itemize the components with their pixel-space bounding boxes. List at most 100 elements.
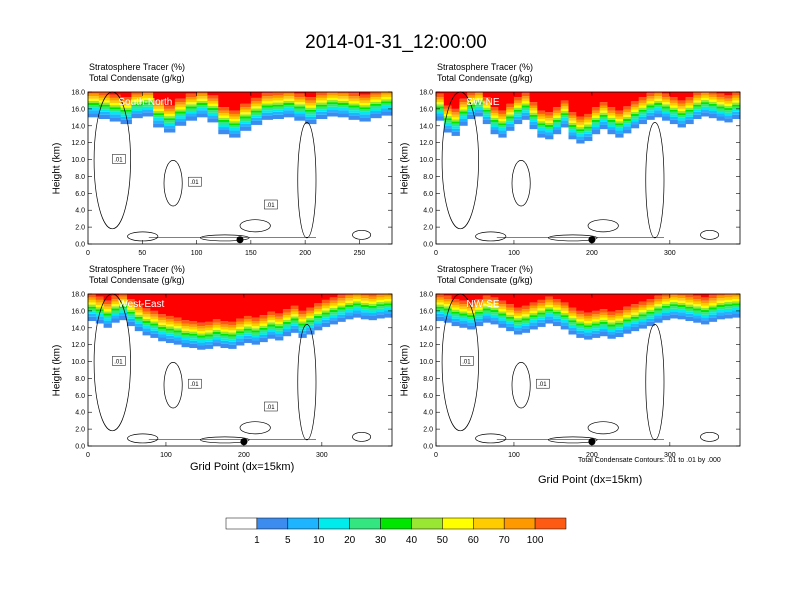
tracer-cell: [370, 99, 382, 102]
tracer-cell: [134, 304, 144, 308]
tracer-cell: [560, 103, 570, 107]
tracer-cell: [482, 315, 492, 319]
contour-label: .01: [114, 359, 123, 365]
plot-frame: [435, 293, 741, 447]
tracer-cell: [368, 303, 377, 306]
tracer-cell: [267, 331, 276, 335]
condensate-contour: [587, 219, 619, 233]
tracer-cell: [716, 113, 725, 117]
tracer-cell: [529, 92, 538, 103]
tracer-cell: [207, 98, 219, 102]
tracer-cell: [381, 103, 393, 106]
y-tick-label: 10.0: [419, 359, 433, 366]
tracer-cell: [95, 302, 105, 305]
tracer-cell: [381, 92, 393, 95]
tracer-cell: [267, 315, 276, 318]
tracer-cell: [591, 127, 601, 130]
contour-label-box: [112, 154, 126, 164]
tracer-cell: [153, 111, 165, 114]
tracer-cell: [584, 133, 593, 137]
tracer-cell: [174, 109, 187, 112]
tracer-cell: [119, 310, 128, 313]
tracer-cell: [290, 320, 299, 324]
tracer-cell: [294, 102, 306, 105]
tracer-cell: [131, 111, 143, 114]
tracer-cell: [654, 304, 663, 307]
tracer-cell: [451, 117, 460, 120]
tracer-cell: [576, 316, 585, 320]
tracer-cell: [529, 305, 538, 309]
tracer-cell: [134, 316, 144, 319]
tracer-cell: [591, 323, 601, 326]
tracer-cell: [290, 309, 299, 312]
tracer-cell: [337, 105, 350, 108]
tracer-cell: [88, 302, 97, 305]
tracer-cell: [164, 118, 176, 121]
tracer-cell: [716, 315, 725, 320]
tracer-cell: [185, 106, 198, 109]
tracer-cell: [576, 131, 585, 134]
tracer-cell: [498, 306, 507, 310]
y-tick-label: 6.0: [75, 393, 85, 400]
tracer-cell: [345, 298, 354, 301]
tracer-cell: [708, 97, 718, 100]
tracer-cell: [189, 340, 198, 344]
tracer-cell: [459, 304, 468, 307]
tracer-cell: [243, 328, 253, 331]
y-tick-label: 16.0: [419, 308, 433, 315]
tracer-cell: [677, 312, 686, 316]
tracer-cell: [126, 304, 136, 308]
tracer-cell: [142, 104, 154, 107]
tracer-cell: [591, 319, 601, 322]
tracer-cell: [250, 117, 263, 121]
tracer-cell: [669, 311, 679, 315]
tracer-cell: [545, 124, 554, 128]
tracer-cell: [220, 333, 229, 336]
tracer-cell: [591, 117, 601, 120]
tracer-cell: [218, 115, 230, 118]
tracer-cell: [591, 121, 601, 125]
tracer-cell: [552, 127, 562, 130]
tracer-cell: [474, 307, 484, 310]
x-tick-label: 200: [299, 250, 311, 257]
tracer-cell: [630, 323, 640, 327]
tracer-cell: [607, 107, 616, 111]
tracer-cell: [529, 315, 538, 318]
tracer-cell: [568, 330, 577, 335]
tracer-cell: [537, 314, 546, 318]
tracer-cell: [623, 323, 632, 327]
tracer-cell: [261, 110, 274, 113]
tracer-cell: [693, 104, 702, 107]
tracer-cell: [708, 113, 718, 119]
tracer-cell: [119, 296, 128, 300]
tracer-cell: [165, 328, 175, 331]
tracer-cell: [272, 95, 284, 98]
tracer-cell: [521, 311, 531, 315]
tracer-cell: [109, 117, 122, 122]
tracer-cell: [337, 317, 346, 322]
tracer-cell: [88, 311, 97, 314]
tracer-cell: [459, 300, 468, 305]
tracer-cell: [708, 312, 718, 315]
tracer-cell: [701, 305, 710, 308]
tracer-cell: [189, 326, 198, 330]
tracer-cell: [732, 294, 741, 297]
tracer-cell: [506, 321, 515, 324]
tracer-cell: [173, 328, 183, 331]
tracer-cell: [513, 114, 523, 117]
tracer-cell: [607, 117, 616, 120]
tracer-cell: [724, 115, 733, 119]
tracer-cell: [623, 312, 632, 316]
tracer-cell: [498, 123, 507, 126]
tracer-cell: [153, 103, 165, 107]
tracer-cell: [165, 335, 175, 339]
tracer-cell: [173, 317, 183, 322]
tracer-cell: [630, 318, 640, 322]
tracer-cell: [513, 324, 523, 328]
tracer-cell: [436, 113, 445, 117]
tracer-cell: [316, 111, 328, 115]
tracer-cell: [275, 326, 284, 329]
tracer-cell: [95, 319, 105, 324]
tracer-cell: [381, 97, 393, 100]
tracer-cell: [552, 117, 562, 120]
